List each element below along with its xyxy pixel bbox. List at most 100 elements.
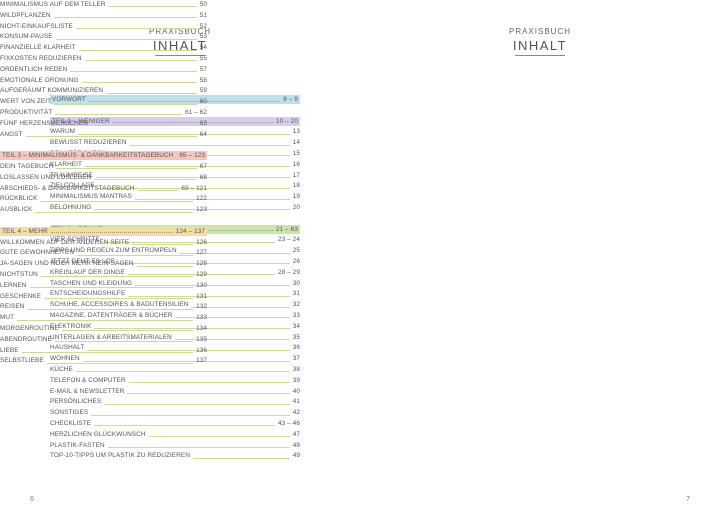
section-header[interactable]: TEIL 3 – MINIMALISMUS- & DANKBARKEITSTAG… <box>0 151 208 161</box>
toc-entry[interactable]: FIXKOSTEN REDUZIEREN 55 <box>0 54 207 65</box>
toc-entry[interactable]: LERNEN 130 <box>0 281 207 292</box>
section-header[interactable]: TEIL 4 – MEHR 124 – 137 <box>0 226 208 236</box>
leader-line <box>85 166 290 168</box>
entry-title: JETZT GEHT ES LOS <box>50 257 116 265</box>
page-number: 6 <box>30 496 34 503</box>
toc-entry[interactable]: GESCHENKE 131 <box>0 292 207 303</box>
toc-entry[interactable]: ELEKTRONIK 34 <box>50 322 300 333</box>
toc-entry[interactable]: JA-SAGEN UND NOCH MEHR NEIN-SAGEN 128 <box>0 259 207 270</box>
toc-entry[interactable]: SELBSTLIEBE 137 <box>0 356 207 367</box>
entry-page: 61 – 62 <box>185 108 208 116</box>
toc-entry[interactable]: MINIMALISMUS MANTRAS 19 <box>50 192 300 203</box>
toc-entry[interactable]: ABSCHIEDS- & DANKBARKEITSTAGEBUCH 69 – 12… <box>0 184 207 195</box>
toc-entry[interactable]: UNTERLAGEN & ARBEITSMATERIALEN 35 <box>50 333 300 344</box>
toc-entry[interactable]: SCHUHE, ACCESSOIRES & BADUTENSILIEN 32 <box>50 300 300 311</box>
toc-entry[interactable]: WARUM 13 <box>50 127 300 138</box>
toc-entry[interactable]: LIEBE 136 <box>0 346 207 357</box>
leader-line <box>127 392 290 394</box>
toc-entry[interactable]: CHECKLISTE 43 – 46 <box>50 419 300 430</box>
entry-title: ANGST <box>0 130 23 138</box>
entry-title: MUT <box>0 314 15 322</box>
toc-entry[interactable]: MINIMALISMUS AUF DEM TELLER 50 <box>0 0 207 11</box>
toc-entry[interactable]: MUT 133 <box>0 313 207 324</box>
entry-page: 135 <box>196 335 208 343</box>
toc-entry[interactable]: FINANZIELLE KLARHEIT 54 <box>0 43 207 54</box>
toc-entry[interactable]: AUSBLICK 123 <box>0 205 207 216</box>
entry-page: 55 <box>199 54 208 62</box>
entry-title: ABSCHIEDS- & DANKBARKEITSTAGEBUCH <box>0 184 135 192</box>
entry-page: 33 <box>292 311 300 319</box>
toc-entry[interactable]: KÜCHE 38 <box>50 365 300 376</box>
toc-entry[interactable]: NICHT-EINKAUFSLISTE 52 <box>0 22 207 33</box>
entry-page: 58 <box>199 76 208 84</box>
toc-entry[interactable]: TOP-10-TIPPS UM PLASTIK ZU REDUZIEREN 49 <box>50 451 300 462</box>
entry-page: 51 <box>199 11 208 19</box>
leader-line <box>128 382 290 384</box>
toc-entry[interactable]: PRODUKTIVITÄT 61 – 62 <box>0 108 207 119</box>
section-title: TEIL 4 – MEHR <box>2 227 48 235</box>
toc-entry[interactable]: TASCHEN UND KLEIDUNG 30 <box>50 279 300 290</box>
toc-entry[interactable]: KONSUM-PAUSE 53 <box>0 32 207 43</box>
section-header[interactable]: TEIL 1 – WENIGER 10 – 20 <box>50 116 300 126</box>
toc-entry[interactable]: KREISLAUF DER DINGE 28 – 29 <box>50 268 300 279</box>
toc-entry[interactable]: WILDPFLANZEN 51 <box>0 11 207 22</box>
entry-title: MINIMALISMUS AUF DEM TELLER <box>0 1 106 8</box>
toc-entry[interactable]: ABENDROUTINE 135 <box>0 335 207 346</box>
toc-entry[interactable]: NICHTSTUN 129 <box>0 270 207 281</box>
page-title: INHALT <box>512 38 568 53</box>
toc-entry[interactable]: E-MAIL & NEWSLETTER 40 <box>50 387 300 398</box>
toc-entry[interactable]: MAGAZINE, DATENTRÄGER & BÜCHER 33 <box>50 311 300 322</box>
toc-entry[interactable]: MORGENROUTINE 134 <box>0 324 207 335</box>
entry-page: 13 <box>292 128 300 136</box>
entry-title: DEIN TAGEBUCH <box>0 162 54 170</box>
toc-entry[interactable]: PLASTIK-FASTEN 48 <box>50 441 300 452</box>
toc-entry[interactable]: TELEFON & COMPUTER 39 <box>50 376 300 387</box>
toc-entry[interactable]: LOSLASSEN UND LOSLEBEN 68 <box>0 173 207 184</box>
toc-entry[interactable]: BEWUSST REDUZIEREN 14 <box>50 138 300 149</box>
entry-title: KONSUM-PAUSE <box>0 33 53 41</box>
toc-entry[interactable]: ZIELCOLLAGE 18 <box>50 181 300 192</box>
toc-entry[interactable]: WERT VON ZEIT 60 <box>0 97 207 108</box>
toc-entry[interactable]: DEIN TAGEBUCH 67 <box>0 162 207 173</box>
right-page-heading: PRAXISBUCH INHALT <box>360 27 720 56</box>
leader-line <box>107 446 290 448</box>
toc-entry[interactable]: RÜCKBLICK 122 <box>0 194 207 205</box>
toc-entry[interactable]: ORDENTLICH REDEN 57 <box>0 65 207 76</box>
toc-entry[interactable]: EMOTIONALE ORDNUNG 58 <box>0 76 207 87</box>
toc-entry[interactable]: JETZT GEHT ES LOS 26 <box>50 257 300 268</box>
toc-entry[interactable]: HAUSHALT 36 <box>50 343 300 354</box>
entry-title: REISEN <box>0 303 25 311</box>
toc-entry[interactable]: AUFGERÄUMT KOMMUNIZIEREN 59 <box>0 86 207 97</box>
section-header[interactable]: VORWORT 8 – 9 <box>50 95 300 104</box>
toc-entry[interactable]: ENTSCHEIDUNGSHILFE 31 <box>50 289 300 300</box>
entry-title: ELEKTRONIK <box>50 322 92 330</box>
entry-page: 53 <box>199 33 208 41</box>
leader-line <box>53 17 197 19</box>
toc-entry[interactable]: SONSTIGES 42 <box>50 408 300 419</box>
page-title: INHALT <box>152 38 208 53</box>
toc-entry[interactable]: HERZLICHEN GLÜCKWUNSCH 47 <box>50 430 300 441</box>
toc-entry[interactable]: VIER SCHRITTE 23 – 24 <box>50 235 300 246</box>
toc-entry[interactable]: ANGST 64 <box>0 130 207 141</box>
entry-page: 38 <box>292 365 300 373</box>
toc-entry[interactable]: FÜNF HERZENSMENSCHEN 63 <box>0 119 207 130</box>
toc-entry[interactable]: PERSÖNLICHES 41 <box>50 397 300 408</box>
entry-title: FIXKOSTEN REDUZIEREN <box>0 54 82 62</box>
toc-entry[interactable]: TRAUMREISE 17 <box>50 171 300 182</box>
leader-line <box>134 198 290 200</box>
entry-title: UNTERLAGEN & ARBEITSMATERIALEN <box>50 333 172 341</box>
toc-entry[interactable]: WOHNEN 37 <box>50 354 300 365</box>
entry-title: MAGAZINE, DATENTRÄGER & BÜCHER <box>50 311 173 319</box>
toc-entry[interactable]: KLARHEIT 16 <box>50 160 300 171</box>
toc-entry[interactable]: TIPPS UND REGELN ZUM ENTRÜMPELN 25 <box>50 246 300 257</box>
leader-line <box>90 125 197 127</box>
entry-title: FINANZIELLE KLARHEIT <box>0 44 76 52</box>
toc-entry[interactable]: WILLKOMMEN AUF DER ANDEREN SEITE 126 <box>0 238 207 249</box>
entry-title: WOHNEN <box>50 355 80 363</box>
leader-line <box>179 252 290 254</box>
toc-entry[interactable]: REISEN 132 <box>0 302 207 313</box>
section-title: VORWORT <box>52 96 86 103</box>
toc-entry[interactable]: BELOHNUNG 20 <box>50 203 300 214</box>
toc-entry[interactable]: GUTE GEWOHNHEITEN 127 <box>0 248 207 259</box>
entry-page: 32 <box>292 301 300 309</box>
